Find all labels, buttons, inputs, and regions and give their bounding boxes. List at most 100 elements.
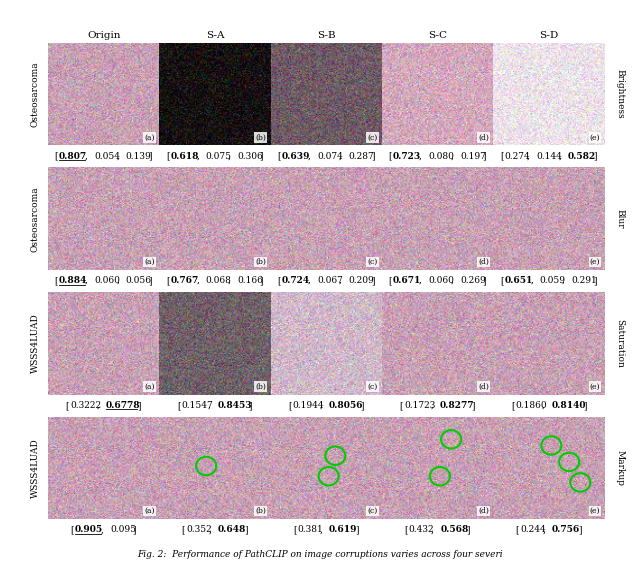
- Text: 0.054: 0.054: [94, 152, 120, 160]
- Text: ,: ,: [116, 152, 122, 160]
- Text: ]: ]: [260, 152, 263, 160]
- Text: ,: ,: [228, 152, 234, 160]
- Text: ]: ]: [371, 276, 374, 285]
- Text: 0.381: 0.381: [298, 525, 323, 534]
- Text: 0.197: 0.197: [460, 152, 486, 160]
- Text: 0.767: 0.767: [170, 276, 198, 285]
- Text: Fig. 2:  Performance of PathCLIP on image corruptions varies across four severi: Fig. 2: Performance of PathCLIP on image…: [137, 550, 503, 559]
- Text: ,: ,: [339, 276, 345, 285]
- Text: [: [: [54, 276, 58, 285]
- Text: 0.244: 0.244: [520, 525, 546, 534]
- Text: [: [: [388, 152, 392, 160]
- Text: 0.068: 0.068: [205, 276, 232, 285]
- Text: Osteosarcoma: Osteosarcoma: [31, 186, 40, 252]
- Text: 0.568: 0.568: [440, 525, 469, 534]
- Text: ,: ,: [431, 525, 437, 534]
- Text: ,: ,: [97, 401, 103, 410]
- Text: 0.756: 0.756: [552, 525, 580, 534]
- Text: ]: ]: [371, 152, 374, 160]
- Text: ,: ,: [543, 401, 548, 410]
- Text: ,: ,: [419, 276, 425, 285]
- Text: [: [: [399, 401, 403, 410]
- Text: ]: ]: [260, 276, 263, 285]
- Text: 0.059: 0.059: [540, 276, 566, 285]
- Text: (a): (a): [145, 383, 155, 391]
- Text: 0.8277: 0.8277: [440, 401, 475, 410]
- Text: (d): (d): [478, 383, 489, 391]
- Text: 0.582: 0.582: [568, 152, 596, 160]
- Text: [: [: [500, 152, 504, 160]
- Text: 0.274: 0.274: [504, 152, 530, 160]
- Text: (e): (e): [590, 258, 600, 266]
- Text: (a): (a): [145, 507, 155, 515]
- Text: 0.352: 0.352: [186, 525, 212, 534]
- Text: 0.080: 0.080: [428, 152, 454, 160]
- Text: (e): (e): [590, 507, 600, 515]
- Text: [: [: [388, 276, 392, 285]
- Text: ,: ,: [196, 276, 202, 285]
- Text: ]: ]: [578, 525, 582, 534]
- Text: ]: ]: [148, 152, 152, 160]
- Text: (e): (e): [590, 133, 600, 141]
- Text: 0.651: 0.651: [504, 276, 533, 285]
- Text: 0.095: 0.095: [110, 525, 136, 534]
- Text: 0.8056: 0.8056: [329, 401, 364, 410]
- Text: ,: ,: [228, 276, 234, 285]
- Text: (b): (b): [255, 507, 266, 515]
- Text: S-D: S-D: [540, 31, 559, 40]
- Text: [: [: [277, 276, 281, 285]
- Text: ,: ,: [431, 401, 437, 410]
- Text: (c): (c): [367, 133, 378, 141]
- Text: 0.1860: 0.1860: [515, 401, 547, 410]
- Text: ,: ,: [339, 152, 345, 160]
- Text: 0.3222: 0.3222: [70, 401, 101, 410]
- Text: ]: ]: [594, 152, 597, 160]
- Text: S-A: S-A: [206, 31, 224, 40]
- Text: ,: ,: [451, 276, 456, 285]
- Text: Saturation: Saturation: [615, 319, 624, 368]
- Text: ,: ,: [320, 525, 326, 534]
- Text: ,: ,: [308, 276, 314, 285]
- Text: ,: ,: [559, 152, 564, 160]
- Text: ]: ]: [594, 276, 597, 285]
- Text: ,: ,: [116, 276, 122, 285]
- Text: ]: ]: [355, 525, 359, 534]
- Text: 0.1547: 0.1547: [181, 401, 213, 410]
- Text: Origin: Origin: [87, 31, 120, 40]
- Text: ,: ,: [527, 152, 532, 160]
- Text: [: [: [277, 152, 281, 160]
- Text: ,: ,: [451, 152, 456, 160]
- Text: 0.074: 0.074: [317, 152, 343, 160]
- Text: 0.139: 0.139: [126, 152, 152, 160]
- Text: (a): (a): [145, 133, 155, 141]
- Text: 0.884: 0.884: [59, 276, 88, 285]
- Text: ,: ,: [543, 525, 548, 534]
- Text: WSSS4LUAD: WSSS4LUAD: [31, 314, 40, 373]
- Text: 0.060: 0.060: [428, 276, 454, 285]
- Text: ]: ]: [132, 525, 136, 534]
- Text: 0.8453: 0.8453: [218, 401, 252, 410]
- Text: 0.618: 0.618: [170, 152, 199, 160]
- Text: 0.075: 0.075: [205, 152, 232, 160]
- Text: 0.144: 0.144: [536, 152, 562, 160]
- Text: ,: ,: [196, 152, 202, 160]
- Text: 0.287: 0.287: [349, 152, 374, 160]
- Text: (c): (c): [367, 258, 378, 266]
- Text: (d): (d): [478, 258, 489, 266]
- Text: (d): (d): [478, 507, 489, 515]
- Text: 0.6778: 0.6778: [106, 401, 141, 410]
- Text: Markup: Markup: [615, 450, 624, 486]
- Text: (b): (b): [255, 383, 266, 391]
- Text: [: [: [54, 152, 58, 160]
- Text: ,: ,: [320, 401, 326, 410]
- Text: 0.619: 0.619: [329, 525, 358, 534]
- Text: ]: ]: [472, 401, 475, 410]
- Text: 0.724: 0.724: [282, 276, 310, 285]
- Text: (d): (d): [478, 133, 489, 141]
- Text: ,: ,: [531, 276, 536, 285]
- Text: [: [: [288, 401, 292, 410]
- Text: Brightness: Brightness: [615, 69, 624, 119]
- Text: Blur: Blur: [615, 209, 624, 229]
- Text: [: [: [511, 401, 515, 410]
- Text: 0.905: 0.905: [75, 525, 103, 534]
